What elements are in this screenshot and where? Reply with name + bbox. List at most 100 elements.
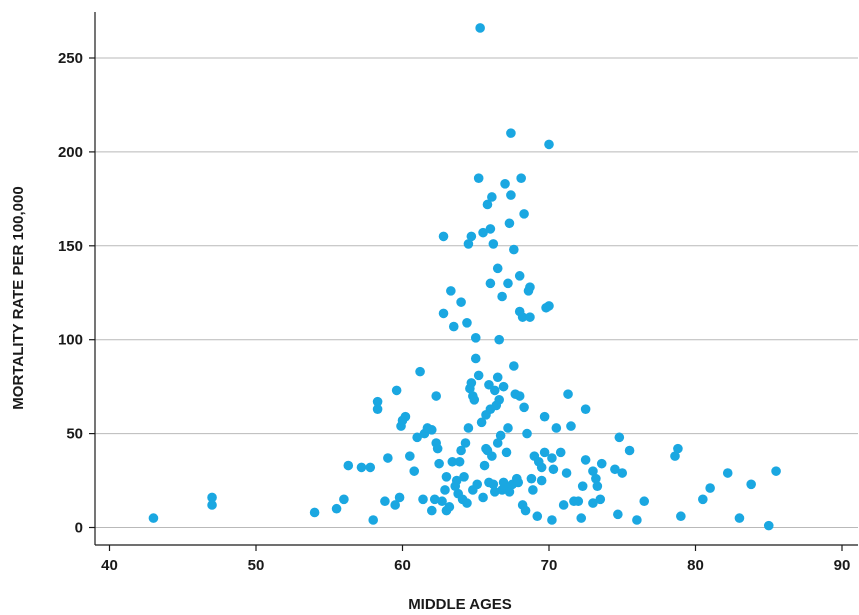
data-point-27 — [427, 425, 437, 435]
data-point-141 — [548, 464, 559, 475]
data-point-30 — [431, 391, 441, 401]
data-point-38 — [441, 471, 452, 482]
data-point-165 — [632, 515, 642, 525]
data-point-107 — [506, 190, 516, 200]
data-point-32 — [432, 443, 443, 454]
data-point-175 — [763, 520, 774, 531]
data-point-91 — [492, 263, 503, 274]
y-tick-label-200: 200 — [58, 144, 83, 161]
data-point-59 — [466, 378, 477, 388]
data-point-158 — [595, 494, 606, 505]
x-tick-label-50: 50 — [248, 557, 265, 574]
data-point-122 — [520, 505, 531, 516]
data-point-47 — [454, 456, 465, 467]
data-point-133 — [536, 475, 547, 486]
data-point-147 — [566, 421, 576, 431]
data-point-85 — [488, 239, 499, 249]
data-point-66 — [473, 370, 484, 381]
data-point-10 — [372, 396, 383, 407]
data-point-142 — [551, 423, 562, 433]
x-axis-title: MIDDLE AGES — [408, 596, 512, 613]
data-point-114 — [514, 271, 525, 281]
data-point-21 — [409, 466, 420, 476]
data-point-2 — [207, 500, 217, 510]
data-point-102 — [503, 278, 513, 289]
data-points — [148, 23, 781, 531]
data-point-40 — [444, 502, 455, 512]
data-point-120 — [519, 402, 529, 413]
data-point-70 — [478, 227, 488, 238]
data-point-71 — [478, 492, 488, 503]
data-point-132 — [536, 462, 547, 473]
data-point-87 — [489, 487, 500, 497]
data-point-140 — [547, 515, 557, 525]
data-point-89 — [492, 372, 503, 383]
data-point-62 — [469, 394, 480, 405]
data-point-157 — [592, 481, 603, 491]
data-point-115 — [514, 391, 525, 401]
data-point-126 — [525, 312, 535, 322]
data-point-20 — [405, 451, 415, 461]
data-point-127 — [526, 473, 537, 484]
data-point-42 — [447, 456, 458, 467]
data-point-36 — [438, 231, 449, 242]
data-point-9 — [368, 515, 379, 525]
data-point-7 — [356, 462, 367, 473]
data-point-134 — [539, 447, 550, 458]
data-point-117 — [516, 173, 526, 183]
data-point-0 — [148, 513, 159, 523]
data-point-162 — [614, 432, 625, 443]
data-point-163 — [617, 468, 628, 478]
data-point-96 — [497, 291, 507, 302]
data-point-56 — [463, 239, 474, 249]
data-point-1 — [207, 492, 217, 503]
data-point-3 — [309, 507, 320, 518]
data-point-24 — [418, 494, 428, 505]
data-point-5 — [339, 494, 349, 505]
data-point-97 — [498, 381, 509, 392]
y-tick-label-100: 100 — [58, 332, 83, 349]
data-point-137 — [544, 301, 554, 311]
data-point-80 — [485, 278, 496, 289]
data-point-14 — [390, 500, 400, 510]
data-point-171 — [705, 483, 715, 493]
data-point-4 — [331, 503, 342, 514]
data-point-49 — [456, 445, 466, 456]
data-point-144 — [558, 500, 569, 510]
data-point-121 — [519, 209, 529, 219]
data-point-90 — [492, 438, 503, 448]
data-point-143 — [555, 447, 566, 458]
data-point-11 — [372, 404, 383, 414]
data-point-79 — [485, 224, 496, 234]
data-point-151 — [577, 481, 588, 491]
data-point-37 — [440, 485, 450, 495]
data-point-149 — [573, 496, 584, 507]
x-tick-label-40: 40 — [101, 557, 118, 574]
data-point-54 — [462, 498, 472, 508]
data-point-153 — [580, 404, 591, 414]
data-point-23 — [415, 366, 425, 377]
y-axis-title: MORTALITY RATE PER 100,000 — [10, 186, 27, 409]
data-point-41 — [446, 286, 456, 296]
data-point-12 — [380, 496, 390, 507]
data-point-170 — [698, 494, 708, 505]
data-point-139 — [547, 453, 557, 463]
data-point-146 — [563, 389, 573, 399]
data-point-101 — [501, 447, 512, 458]
data-point-155 — [588, 498, 598, 508]
gridlines — [95, 57, 858, 528]
data-point-43 — [448, 321, 459, 332]
data-point-104 — [504, 487, 515, 497]
y-tick-label-50: 50 — [66, 426, 83, 443]
data-point-16 — [394, 492, 405, 503]
x-tick-label-90: 90 — [834, 557, 851, 574]
data-point-164 — [624, 445, 635, 456]
data-point-154 — [588, 466, 598, 476]
data-point-6 — [343, 460, 354, 471]
data-point-138 — [544, 139, 554, 150]
y-tick-label-150: 150 — [58, 238, 83, 255]
data-point-92 — [494, 394, 504, 405]
data-point-28 — [427, 505, 437, 516]
data-point-128 — [528, 485, 538, 495]
